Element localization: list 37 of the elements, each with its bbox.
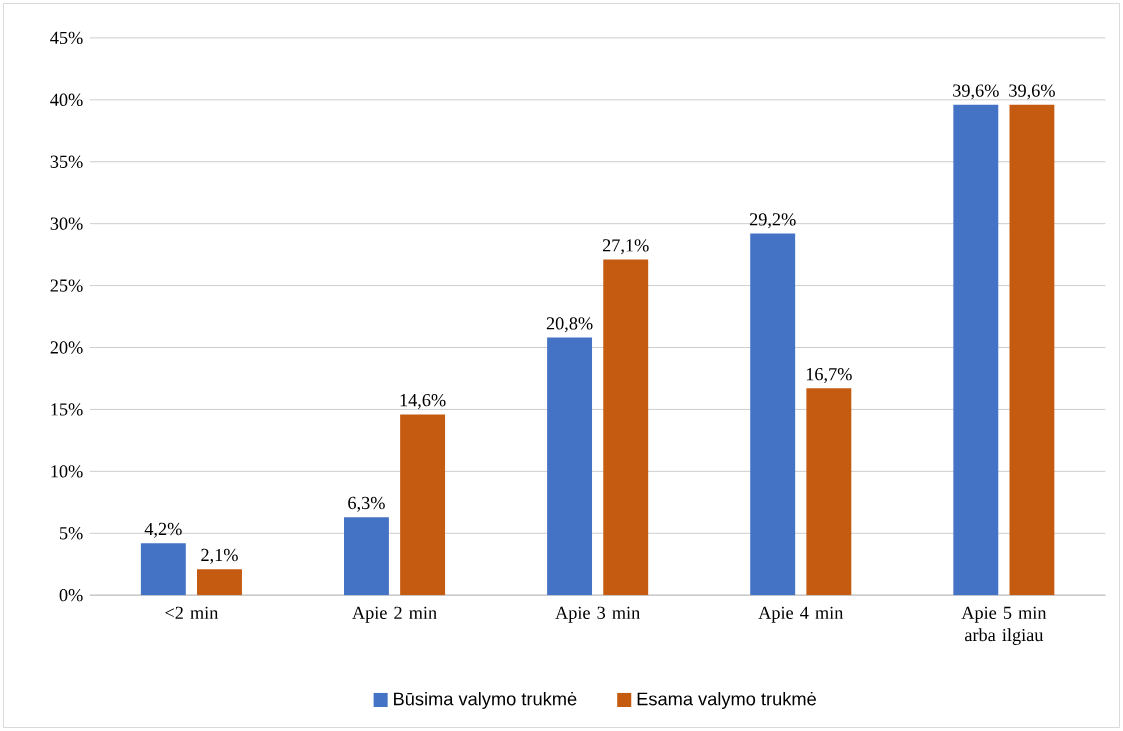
data-label: 16,7% [806, 367, 852, 383]
y-tick-label: 20% [50, 341, 83, 354]
data-label: 20,8% [546, 317, 593, 333]
data-label: 39,6% [1009, 84, 1055, 100]
data-label: 2,1% [201, 548, 238, 564]
data-label: 4,2% [144, 522, 182, 538]
bar [603, 259, 649, 596]
bar [197, 569, 242, 596]
y-tick-label: 5% [59, 527, 83, 540]
x-tick-label: Apie 3 min [555, 606, 640, 623]
bar [140, 543, 186, 596]
data-label: 27,1% [602, 239, 649, 255]
data-label: 14,6% [400, 394, 446, 409]
data-label: 39,6% [953, 84, 999, 100]
legend-label: Būsima valymo trukmė [394, 691, 577, 709]
x-tick-label: Apie 4 min [758, 606, 844, 623]
bar [953, 104, 999, 596]
y-tick-label: 40% [50, 93, 83, 106]
data-label: 6,3% [348, 496, 385, 512]
y-tick-label: 35% [50, 155, 83, 168]
bar [400, 414, 446, 596]
bar [806, 388, 852, 596]
bar [1009, 104, 1055, 596]
bar [343, 517, 389, 596]
bar [750, 233, 796, 596]
x-tick-label: Apie 2 min [352, 606, 437, 623]
y-tick-label: 0% [59, 588, 83, 602]
y-tick-label: 15% [51, 403, 83, 416]
y-tick-label: 10% [51, 465, 83, 478]
y-tick-label: 30% [50, 217, 83, 230]
y-tick-label: 25% [50, 279, 83, 292]
data-label: 29,2% [749, 213, 796, 229]
x-tick-label: <2 min [165, 606, 219, 619]
bar [547, 337, 593, 596]
legend-label: Esama valymo trukmė [637, 691, 816, 709]
x-tick-label: Apie 5 min arba ilgiau [961, 606, 1047, 645]
y-tick-label: 45% [50, 31, 83, 45]
